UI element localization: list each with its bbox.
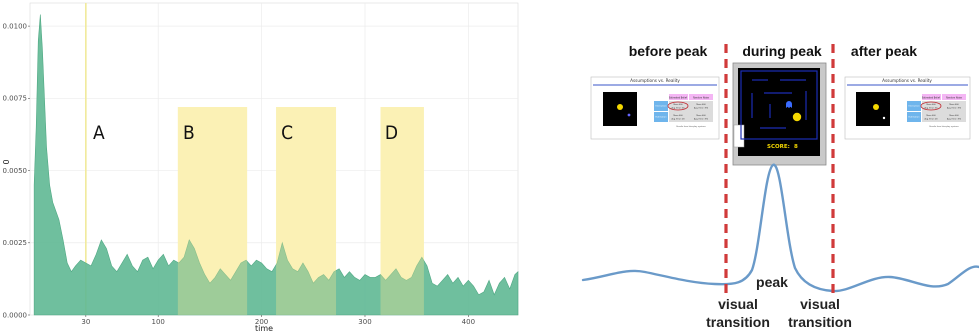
after-cell: Mean 400 [926,115,936,117]
after-cell: Mean 400 [949,104,959,106]
before-cell: Avg. Error: 390 [694,107,709,110]
after-header-left: Estimated Belief [922,97,940,100]
after-row-estimation: Estimation [908,116,920,119]
left-transition-label-line2: transition [706,314,770,330]
x-axis-title: time [255,324,273,333]
before-peak-screen: Assumptions vs. Reality Estimated Belief… [590,76,720,140]
ghost-icon [786,101,792,108]
y-tick-label: 0.0075 [3,95,28,103]
pacman-icon [792,112,802,122]
after-cell: Avg. Error: 28 [925,118,939,121]
density-chart: A B C D 0.0000 0.0025 0.0050 0.0075 0.0100 30 10… [2,2,519,333]
x-tick-label: 300 [358,318,371,326]
before-header-left: Estimated Belief [669,97,687,100]
y-tick-label: 0.0025 [3,239,28,247]
peak-illustration: before peak during peak after peak Assum… [581,43,979,330]
before-cell: Avg. Error: 28 [672,118,686,121]
density-area [33,14,519,316]
y-axis-ticks: 0.0000 0.0025 0.0050 0.0075 0.0100 [3,23,30,319]
after-screen-title: Assumptions vs. Reality [882,78,932,83]
left-transition-label-line1: visual [718,296,758,312]
highlight-overlay-d [380,107,424,315]
after-cell: Mean 400 [926,104,936,106]
x-axis-ticks: 30 100 200 300 400 [81,315,475,326]
y-axis-title: 0 [2,159,11,164]
before-cell: Avg. Error: 392 [694,118,709,121]
right-transition-label-line2: transition [788,314,852,330]
after-row-interaction: Interaction [908,105,920,108]
x-tick-label: 100 [152,318,165,326]
before-footer: Results from Interplay systems [676,125,705,128]
y-tick-label: 0.0000 [3,311,28,319]
before-row-estimation: Estimation [655,116,667,119]
highlight-region-overlays [177,107,424,315]
after-cell: Avg. Error: 392 [947,118,962,121]
after-cell: Avg. Error: 390 [947,107,962,110]
during-peak-screen: SCORE: 8 [732,62,827,166]
after-footer: Results from Interplay systems [929,125,958,128]
before-screen-title: Assumptions vs. Reality [630,78,680,83]
density-area-shape [33,14,519,316]
after-peak-label: after peak [851,43,917,59]
region-label-b: B [183,122,195,144]
region-label-c: C [281,122,293,144]
score-value: 8 [794,144,798,150]
before-header-right: Random Noise [693,97,709,100]
before-peak-label: before peak [629,43,708,59]
during-peak-label: during peak [742,43,822,59]
before-cell: Mean 400 [673,104,683,106]
x-tick-label: 30 [81,318,90,326]
game-thumbnail [856,92,890,126]
right-transition-label-line1: visual [800,296,840,312]
highlight-overlay-b [177,107,248,315]
x-tick-label: 200 [255,318,268,326]
region-label-d: D [385,122,398,144]
region-labels: A B C D [93,122,398,144]
y-tick-label: 0.0050 [3,167,28,175]
before-cell: Avg. Error: 36 [672,107,686,110]
after-cell: Avg. Error: 36 [925,107,939,110]
wave-series-line [581,163,979,293]
plot-panel [29,2,519,316]
x-tick-label: 400 [462,318,475,326]
after-header-right: Random Noise [946,97,962,100]
before-row-interaction: Interaction [655,105,667,108]
before-cell: Mean 400 [696,115,706,117]
maze-walls [740,70,818,140]
peak-label: peak [756,274,788,290]
score-label: SCORE: [767,144,790,150]
before-cell: Mean 400 [696,104,706,106]
before-cell: Mean 400 [673,115,683,117]
highlight-overlay-c [276,107,337,315]
y-tick-label: 0.0100 [3,23,28,31]
after-cell: Mean 400 [949,115,959,117]
after-peak-screen: Assumptions vs. Reality Estimated Belief… [844,76,971,140]
region-label-a: A [93,122,105,144]
